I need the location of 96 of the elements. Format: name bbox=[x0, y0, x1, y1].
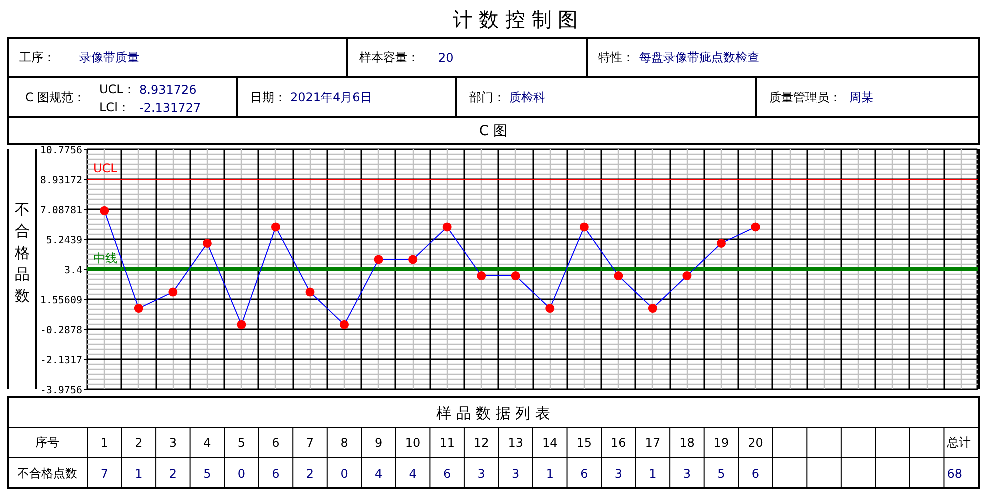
y-tick-label: 5.2439 bbox=[46, 236, 82, 246]
x-tick-label: 4 bbox=[204, 436, 212, 450]
point bbox=[134, 304, 144, 314]
text: -2.131727 bbox=[140, 101, 202, 115]
text: 日期： bbox=[250, 90, 286, 104]
x-tick-label: 11 bbox=[440, 436, 455, 450]
text: 录像带质量 bbox=[80, 50, 140, 64]
data-label: 0 bbox=[238, 467, 246, 481]
x-tick-label: 10 bbox=[405, 436, 421, 450]
point bbox=[511, 272, 520, 280]
y-tick-label: 3.4 bbox=[64, 266, 82, 276]
data-label: 4 bbox=[374, 467, 383, 481]
y-tick-label: 1.55609 bbox=[40, 296, 83, 306]
x-tick-label: 15 bbox=[576, 436, 592, 450]
data-label: 1 bbox=[546, 467, 554, 481]
y-tick-label: -2.1317 bbox=[40, 356, 83, 366]
text: 68 bbox=[947, 467, 963, 481]
ref-line-label: UCL bbox=[94, 162, 118, 176]
x-tick-label: 17 bbox=[645, 436, 661, 450]
text: UCL： bbox=[100, 82, 136, 96]
data-label: 3 bbox=[512, 467, 520, 481]
point bbox=[477, 272, 486, 280]
chart-title: 计 数 控 制 图 bbox=[452, 8, 578, 32]
text: 样 品 数 据 列 表 bbox=[436, 404, 550, 422]
data-label: 6 bbox=[752, 467, 760, 481]
text: 每盘录像带疵点数检查 bbox=[640, 50, 760, 64]
data-label: 2 bbox=[169, 467, 177, 481]
point bbox=[100, 206, 110, 216]
point bbox=[306, 288, 315, 297]
point bbox=[682, 272, 692, 280]
y-tick-label: 7.08781 bbox=[40, 206, 83, 216]
x-tick-label: 13 bbox=[508, 436, 524, 450]
ref-line-label: 中线 bbox=[94, 252, 118, 266]
text: 2021年4月6日 bbox=[290, 90, 372, 104]
point bbox=[168, 288, 178, 297]
data-label: 3 bbox=[683, 467, 692, 481]
text: 周某 bbox=[850, 90, 874, 104]
point bbox=[751, 222, 760, 232]
point bbox=[374, 255, 384, 264]
text: 部门： bbox=[470, 90, 506, 104]
x-tick-label: 14 bbox=[542, 436, 558, 450]
point bbox=[580, 222, 589, 232]
data-label: 3 bbox=[614, 467, 622, 481]
x-tick-label: 2 bbox=[135, 436, 143, 450]
point bbox=[340, 320, 350, 330]
text: 质量管理员： bbox=[770, 90, 842, 104]
text: 20 bbox=[438, 51, 454, 65]
x-tick-label: 7 bbox=[306, 436, 314, 450]
data-label: 0 bbox=[340, 467, 348, 481]
data-label: 6 bbox=[272, 467, 280, 481]
x-tick-label: 8 bbox=[340, 436, 348, 450]
point bbox=[202, 238, 212, 248]
data-label: 5 bbox=[718, 467, 726, 481]
chart-subtitle: C 图 bbox=[479, 124, 508, 140]
text: 8.931726 bbox=[140, 83, 197, 97]
data-label: 6 bbox=[580, 467, 588, 481]
data-label: 3 bbox=[478, 467, 486, 481]
y-tick-label: -3.9756 bbox=[40, 386, 83, 396]
point bbox=[648, 304, 658, 314]
text: 样本容量： bbox=[360, 50, 420, 64]
text: 总计 bbox=[946, 436, 972, 450]
data-label: 6 bbox=[444, 467, 452, 481]
y-tick-label: 8.93172 bbox=[40, 176, 83, 186]
text: 工序： bbox=[20, 50, 56, 64]
text: C 图规范： bbox=[26, 90, 86, 104]
x-tick-label: 19 bbox=[714, 436, 730, 450]
x-axis-title: 序号 bbox=[36, 436, 60, 450]
x-tick-label: 3 bbox=[169, 436, 177, 450]
point bbox=[716, 238, 726, 248]
data-label: 1 bbox=[135, 467, 143, 481]
y-axis-title: 不合格品数 bbox=[14, 200, 30, 305]
point bbox=[237, 320, 246, 330]
data-label: 1 bbox=[649, 467, 657, 481]
point bbox=[271, 222, 280, 232]
y-tick-label: -0.2878 bbox=[40, 326, 83, 336]
text: 特性： bbox=[598, 50, 634, 64]
x-tick-label: 5 bbox=[238, 436, 246, 450]
x-tick-label: 9 bbox=[374, 436, 383, 450]
data-label: 7 bbox=[100, 467, 108, 481]
text: 质检科 bbox=[510, 90, 546, 104]
x-tick-label: 18 bbox=[680, 436, 695, 450]
y-tick-label: 10.7756 bbox=[40, 146, 83, 156]
text: LCl： bbox=[100, 100, 130, 114]
data-label: 5 bbox=[204, 467, 212, 481]
point bbox=[442, 222, 452, 232]
point bbox=[614, 272, 624, 280]
x-tick-label: 1 bbox=[100, 436, 108, 450]
x-tick-label: 20 bbox=[748, 436, 764, 450]
point bbox=[408, 255, 418, 264]
text: 不合格点数 bbox=[18, 466, 78, 480]
x-tick-label: 16 bbox=[611, 436, 626, 450]
x-tick-label: 6 bbox=[272, 436, 280, 450]
data-label: 2 bbox=[306, 467, 314, 481]
data-label: 4 bbox=[409, 467, 417, 481]
x-tick-label: 12 bbox=[474, 436, 490, 450]
point bbox=[546, 304, 555, 314]
